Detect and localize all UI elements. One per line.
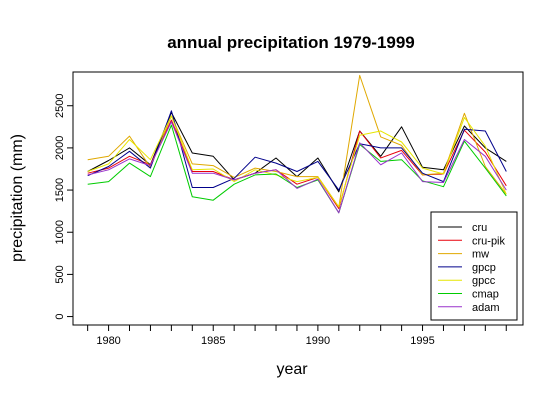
- x-axis: 1980 1985 1990 1995: [87, 325, 507, 347]
- series-layer: [87, 74, 507, 214]
- chart-title: annual precipitation 1979-1999: [167, 33, 415, 52]
- y-tick-label: 0: [54, 314, 66, 320]
- legend-label-cru-pik: cru-pik: [472, 235, 506, 247]
- x-tick-label: 1990: [306, 335, 330, 347]
- series-line-cmap: [87, 124, 507, 214]
- legend-label-cmap: cmap: [472, 289, 499, 301]
- y-tick-label: 1500: [54, 178, 66, 202]
- x-tick-label: 1985: [201, 335, 225, 347]
- y-tick-label: 2000: [54, 136, 66, 160]
- y-axis-title: precipitation (mm): [9, 134, 26, 262]
- legend-label-cru: cru: [472, 222, 487, 234]
- y-tick-label: 2500: [54, 93, 66, 117]
- legend-box: [430, 211, 518, 321]
- x-tick-label: 1980: [96, 335, 120, 347]
- y-axis: 0 500 1000 1500 2000 2500: [54, 93, 73, 320]
- legend-label-mw: mw: [472, 249, 489, 261]
- x-axis-title: year: [276, 361, 308, 378]
- legend-label-gpcp: gpcp: [472, 262, 496, 274]
- series-line-gpcp: [87, 110, 507, 191]
- series-line-gpcc: [87, 115, 507, 208]
- y-tick-label: 1000: [54, 220, 66, 244]
- y-tick-label: 500: [54, 265, 66, 283]
- legend-label-gpcc: gpcc: [472, 275, 496, 287]
- series-line-adam: [87, 121, 507, 214]
- legend-label-adam: adam: [472, 302, 500, 314]
- x-tick-label: 1995: [410, 335, 434, 347]
- plot-frame: [72, 71, 524, 326]
- series-line-cru: [87, 112, 507, 193]
